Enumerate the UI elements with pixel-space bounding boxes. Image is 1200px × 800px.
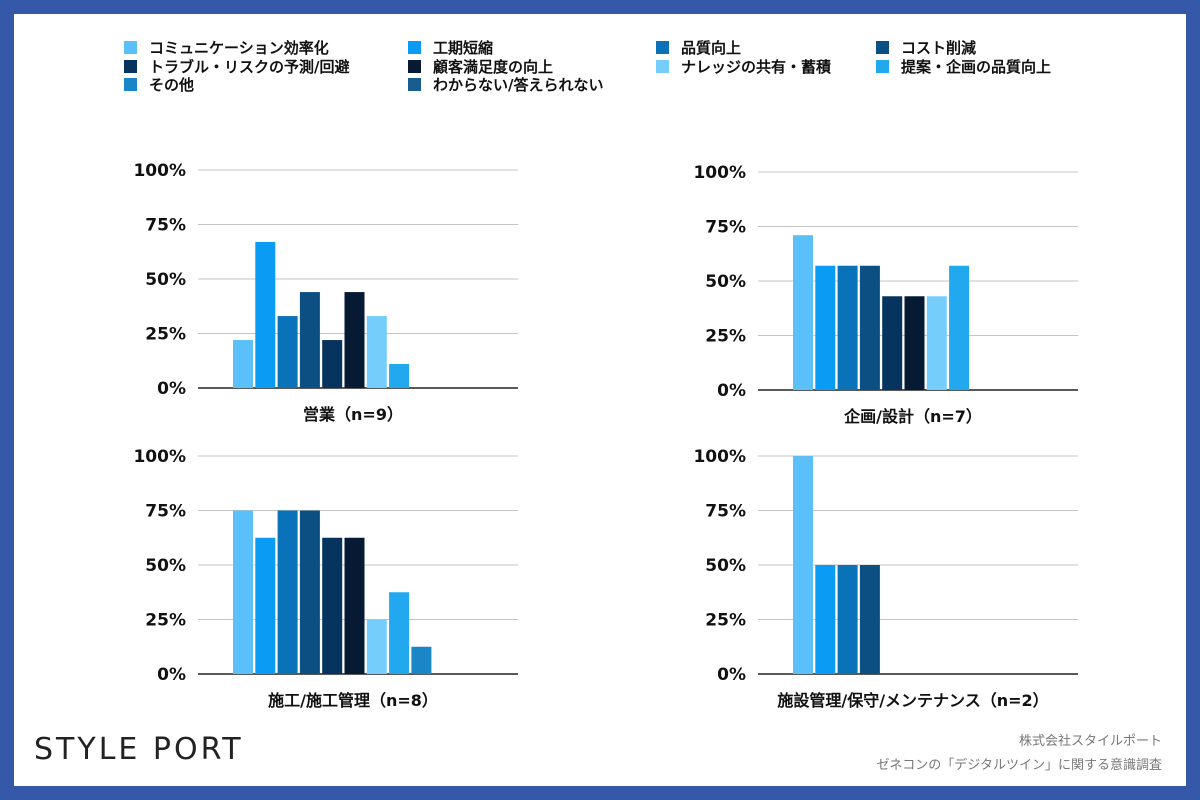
bar (859, 565, 880, 674)
legend-label: わからない/答えられない (433, 75, 604, 94)
legend-label: その他 (149, 75, 195, 94)
legend-item: わからない/答えられない (408, 75, 604, 94)
legend-swatch (656, 40, 669, 54)
bar (411, 646, 432, 674)
bar (299, 292, 320, 388)
legend-swatch (408, 77, 421, 91)
chart-panel-sales: 100% 75% 50% 25% 0% 営業（n=9） (133, 161, 518, 424)
legend-swatch (124, 59, 137, 73)
bar (837, 565, 858, 674)
legend-item: 提案・企画の品質向上 (876, 57, 1052, 76)
y-tick-label: 75% (145, 502, 186, 522)
bar (255, 537, 276, 674)
bar (859, 265, 880, 390)
y-tick-label: 25% (705, 327, 746, 347)
bar (233, 340, 253, 388)
style-port-logo: STYLE PORT (34, 732, 244, 767)
chart-frame: コミュニケーション効率化 工期短縮 品質向上 コスト削減 トラブル・リスクの予測… (14, 14, 1186, 786)
legend-swatch (656, 59, 669, 73)
bar (793, 456, 813, 674)
legend-swatch (408, 40, 421, 54)
legend-item: 顧客満足度の向上 (408, 57, 554, 76)
legend-label: ナレッジの共有・蓄積 (681, 57, 832, 76)
y-tick-label: 50% (705, 272, 746, 292)
legend-swatch (876, 59, 889, 73)
y-tick-label: 25% (145, 325, 186, 345)
bar (277, 316, 298, 388)
footer-company: 株式会社スタイルポート (1018, 734, 1162, 749)
y-tick-label: 25% (145, 611, 186, 631)
bar (255, 241, 276, 388)
bar (322, 340, 343, 388)
chart-legend: コミュニケーション効率化 工期短縮 品質向上 コスト削減 トラブル・リスクの予測… (14, 14, 1186, 114)
panel-title: 営業（n=9） (303, 405, 403, 424)
legend-label: トラブル・リスクの予測/回避 (149, 57, 350, 76)
y-tick-label: 50% (145, 270, 186, 290)
y-tick-label: 0% (157, 665, 186, 685)
y-tick-label: 75% (705, 502, 746, 522)
panel-title: 施工/施工管理（n=8） (268, 691, 438, 710)
legend-label: 提案・企画の品質向上 (901, 57, 1052, 76)
legend-label: 顧客満足度の向上 (433, 57, 554, 76)
y-tick-label: 75% (145, 216, 186, 236)
bar (344, 537, 365, 674)
legend-swatch (124, 77, 137, 91)
bar (366, 316, 387, 388)
bar (815, 265, 836, 390)
bar (793, 235, 813, 390)
y-tick-label: 75% (705, 218, 746, 238)
legend-swatch (876, 40, 889, 54)
legend-label: コミュニケーション効率化 (149, 38, 329, 57)
panel-title: 施設管理/保守/メンテナンス（n=2） (777, 691, 1048, 710)
bar (949, 265, 970, 390)
chart-panel-construction: 100% 75% 50% 25% 0% 施工/施工管理（n=8） (133, 447, 518, 710)
footer-survey-title: ゼネコンの「デジタルツイン」に関する意識調査 (876, 758, 1162, 773)
legend-item: コスト削減 (876, 38, 977, 57)
bar (882, 296, 903, 390)
bar (277, 510, 298, 674)
bar (344, 292, 365, 388)
y-tick-label: 0% (717, 665, 746, 685)
bar (322, 537, 343, 674)
bar (233, 510, 253, 674)
y-tick-label: 25% (705, 611, 746, 631)
legend-swatch (408, 59, 421, 73)
bar (815, 565, 836, 674)
y-tick-label: 50% (145, 556, 186, 576)
bar (366, 619, 387, 674)
y-tick-label: 100% (133, 447, 186, 467)
legend-swatch (124, 40, 137, 54)
y-tick-label: 0% (157, 379, 186, 399)
panel-title: 企画/設計（n=7） (843, 407, 982, 426)
legend-item: 品質向上 (656, 38, 742, 57)
y-tick-label: 100% (133, 161, 186, 181)
y-tick-label: 0% (717, 381, 746, 401)
bar (299, 510, 320, 674)
bar (904, 296, 925, 390)
bar (389, 592, 410, 674)
legend-item: その他 (124, 75, 195, 94)
legend-item: コミュニケーション効率化 (124, 38, 329, 57)
bar (389, 364, 410, 388)
chart-panel-facility-management: 100% 75% 50% 25% 0% 施設管理/保守/メンテナンス（n=2） (693, 447, 1078, 710)
legend-item: ナレッジの共有・蓄積 (656, 57, 832, 76)
y-tick-label: 100% (693, 447, 746, 467)
chart-panel-planning-design: 100% 75% 50% 25% 0% 企画/設計（n=7） (693, 163, 1078, 426)
y-tick-label: 50% (705, 556, 746, 576)
legend-item: トラブル・リスクの予測/回避 (124, 57, 350, 76)
y-tick-label: 100% (693, 163, 746, 183)
legend-item: 工期短縮 (408, 38, 494, 57)
bar (837, 265, 858, 390)
legend-label: コスト削減 (901, 38, 977, 57)
legend-label: 工期短縮 (433, 38, 494, 57)
legend-label: 品質向上 (681, 38, 742, 57)
bar (926, 296, 947, 390)
